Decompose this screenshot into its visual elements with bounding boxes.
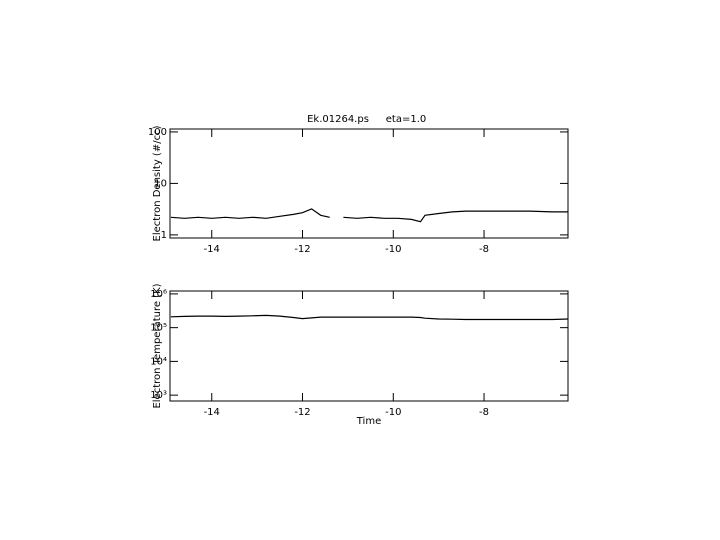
- y-axis-label: Electron Temperature (K): [152, 283, 163, 408]
- chart-subtitle: eta=1.0: [386, 114, 426, 125]
- plot-frame: [169, 290, 569, 402]
- chart-title: Ek.01264.ps: [307, 114, 369, 125]
- y-tick-label: 100: [148, 127, 167, 138]
- y-axis-label: Electron Density (#/cc): [152, 125, 163, 241]
- y-tick-label: 10⁵: [150, 323, 167, 334]
- x-tick-label: -8: [479, 407, 489, 418]
- x-tick-label: -10: [385, 407, 401, 418]
- x-tick-label: -12: [294, 244, 310, 255]
- data-line: [170, 208, 568, 223]
- y-tick-label: 10⁴: [150, 356, 167, 367]
- x-axis-label: Time: [356, 416, 381, 427]
- x-tick-label: -12: [294, 407, 310, 418]
- y-tick-label: 10⁶: [150, 289, 167, 300]
- y-tick-label: 10: [154, 178, 167, 189]
- y-tick-label: 10³: [150, 390, 167, 401]
- y-tick-label: 1: [161, 230, 167, 241]
- x-tick-label: -10: [385, 244, 401, 255]
- plot-frame: [169, 128, 569, 239]
- data-line: [170, 314, 569, 321]
- x-tick-label: -14: [204, 407, 220, 418]
- x-tick-label: -14: [204, 244, 220, 255]
- x-tick-label: -8: [479, 244, 489, 255]
